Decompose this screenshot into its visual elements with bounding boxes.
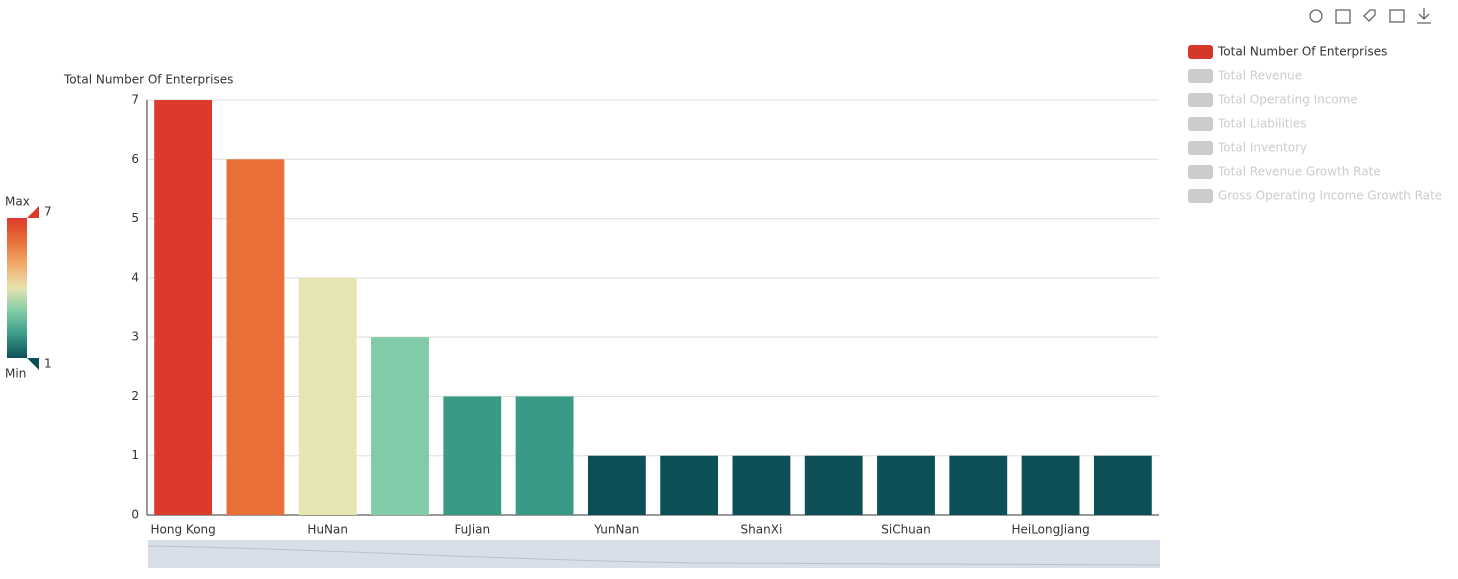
toolbox[interactable]: [1309, 8, 1431, 24]
legend-label[interactable]: Gross Operating Income Growth Rate: [1218, 189, 1442, 203]
visual-map-text: Min: [5, 367, 26, 381]
bar: [226, 159, 285, 516]
bar: [154, 100, 213, 515]
visual-map-text: Max: [5, 195, 30, 209]
legend-swatch: [1188, 117, 1213, 131]
bar: [949, 455, 1008, 515]
legend-label[interactable]: Total Liabilities: [1217, 117, 1307, 131]
y-tick-label: 3: [131, 330, 139, 344]
visual-map-handle: [27, 358, 39, 370]
legend-swatch: [1188, 93, 1213, 107]
bar: [587, 455, 646, 515]
legend-label[interactable]: Total Operating Income: [1217, 93, 1358, 107]
bar: [732, 455, 791, 515]
legend-swatch: [1188, 45, 1213, 59]
visual-map-bar: [7, 218, 27, 358]
tool-icon[interactable]: [1309, 9, 1323, 23]
legend-swatch: [1188, 165, 1213, 179]
tool-icon[interactable]: [1363, 9, 1376, 22]
tool-icon[interactable]: [1335, 9, 1351, 24]
visual-map-min: 1: [44, 357, 52, 371]
bar: [443, 396, 502, 515]
x-tick-label: FuJian: [454, 523, 490, 537]
y-tick-label: 5: [131, 211, 139, 225]
tool-icon[interactable]: [1417, 8, 1431, 24]
legend-label[interactable]: Total Revenue: [1217, 69, 1302, 83]
y-tick-label: 1: [131, 448, 139, 462]
x-tick-label: ShanXi: [741, 523, 783, 537]
tool-icon[interactable]: [1389, 9, 1405, 23]
data-zoom[interactable]: [148, 540, 1160, 568]
y-axis-name: Total Number Of Enterprises: [63, 73, 233, 87]
data-zoom-shadow: [147, 545, 1161, 566]
x-tick-label: SiChuan: [881, 523, 931, 537]
x-tick-label: YunNan: [593, 523, 639, 537]
x-tick-label: HuNan: [307, 523, 348, 537]
legend-label[interactable]: Total Inventory: [1217, 141, 1307, 155]
y-tick-label: 2: [131, 389, 139, 403]
bar: [371, 337, 429, 515]
visual-map-max: 7: [44, 205, 52, 219]
bar: [298, 277, 357, 515]
bar: [804, 455, 863, 515]
visual-map-handle: [27, 206, 39, 218]
legend-label[interactable]: Total Number Of Enterprises: [1217, 45, 1387, 59]
bar: [1021, 455, 1080, 515]
y-tick-label: 7: [131, 93, 139, 107]
x-tick-label: HeiLongJiang: [1011, 523, 1089, 537]
y-tick-label: 4: [131, 270, 139, 284]
legend-swatch: [1188, 141, 1213, 155]
bar: [660, 455, 719, 515]
x-tick-label: Hong Kong: [151, 523, 216, 537]
y-tick-label: 0: [131, 508, 139, 522]
legend-label[interactable]: Total Revenue Growth Rate: [1217, 165, 1381, 179]
y-tick-label: 6: [131, 152, 139, 166]
bar: [1093, 455, 1152, 515]
bar: [877, 455, 935, 515]
legend-swatch: [1188, 69, 1213, 83]
legend-swatch: [1188, 189, 1213, 203]
bar: [515, 396, 574, 515]
